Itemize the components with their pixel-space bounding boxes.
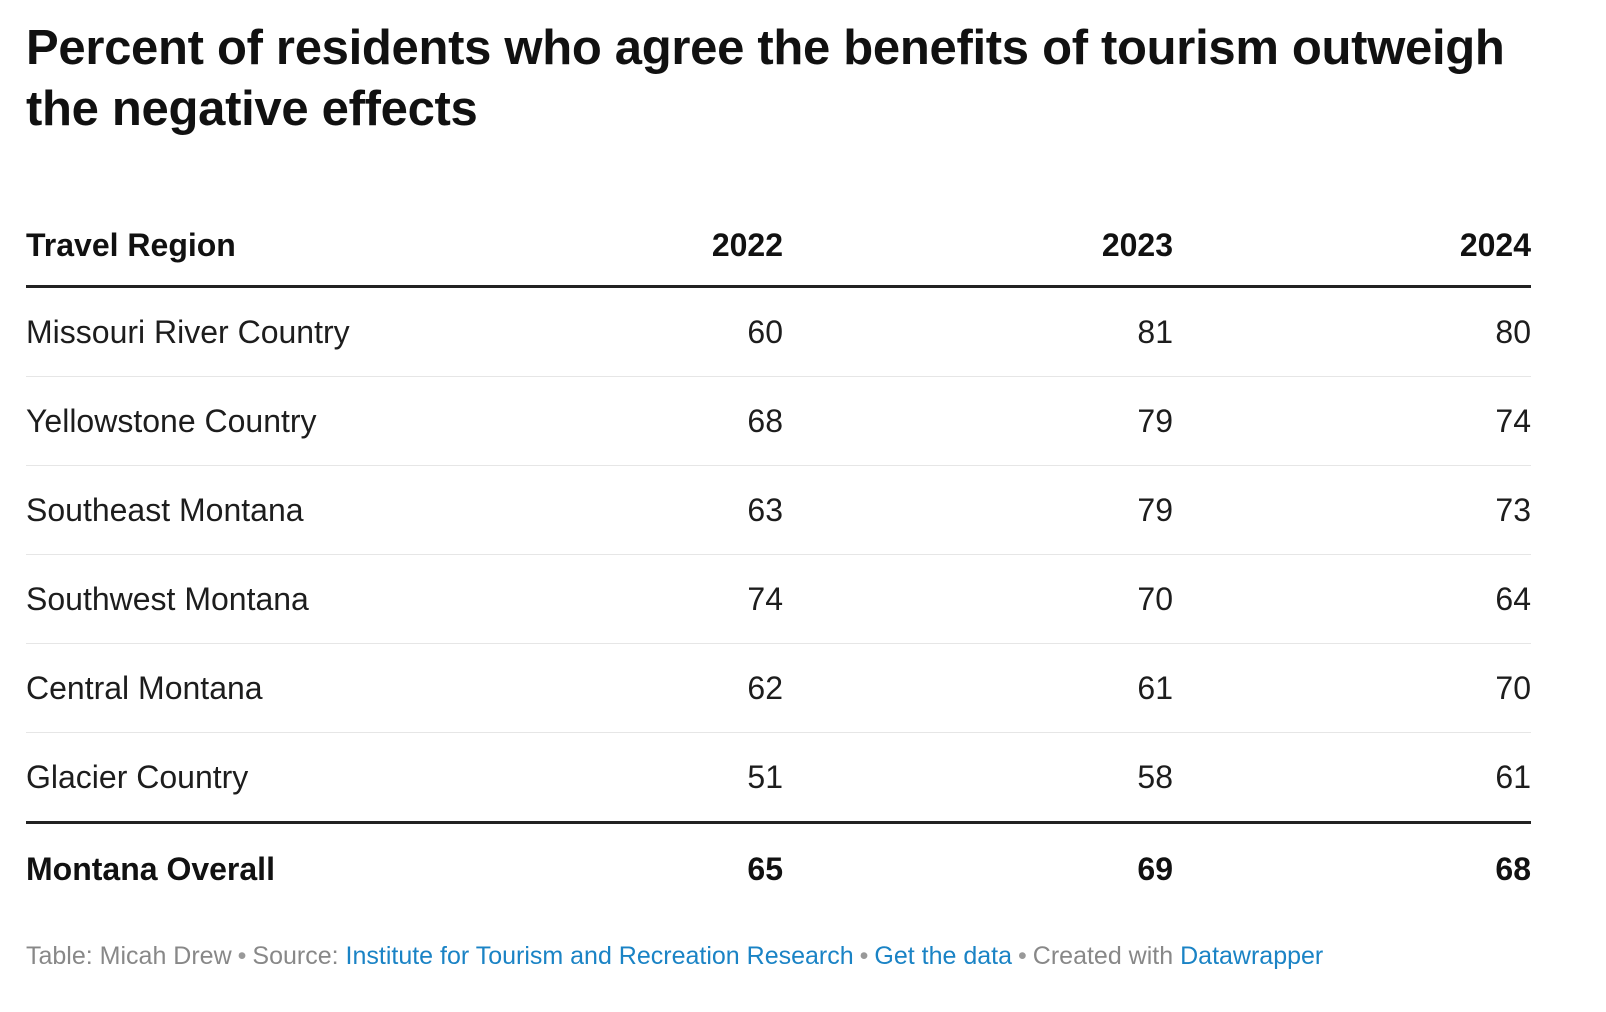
footer-byline: Table: Micah Drew xyxy=(26,942,232,970)
row-label: Southeast Montana xyxy=(26,465,366,555)
table-cell: 60 xyxy=(366,286,783,377)
table-row: Yellowstone Country 68 79 74 xyxy=(26,376,1531,466)
table-total-row: Montana Overall 65 69 68 xyxy=(26,823,1531,915)
table-cell: 70 xyxy=(783,554,1173,644)
row-label: Missouri River Country xyxy=(26,286,366,377)
total-row-label: Montana Overall xyxy=(26,851,275,887)
chart-container: Percent of residents who agree the benef… xyxy=(26,18,1531,887)
total-cell: 65 xyxy=(747,851,783,887)
table-row: Southeast Montana 63 79 73 xyxy=(26,465,1531,555)
table-cell: 63 xyxy=(366,465,783,555)
table-cell: 79 xyxy=(783,465,1173,555)
table-cell: 79 xyxy=(783,376,1173,466)
chart-footer: Table: Micah Drew • Source: Institute for … xyxy=(26,940,1323,972)
total-cell: 69 xyxy=(1137,851,1173,887)
footer-separator: • xyxy=(859,942,869,970)
row-label: Glacier Country xyxy=(26,732,366,824)
table-cell: 61 xyxy=(1173,732,1531,824)
table-cell: 70 xyxy=(1173,643,1531,733)
table-cell: 51 xyxy=(366,732,783,824)
table-cell: 80 xyxy=(1173,286,1531,377)
table-row: Central Montana 62 61 70 xyxy=(26,643,1531,733)
table-cell: 61 xyxy=(783,643,1173,733)
get-data-link[interactable]: Get the data xyxy=(874,942,1013,970)
table-row: Southwest Montana 74 70 64 xyxy=(26,554,1531,644)
source-link[interactable]: Institute for Tourism and Recreation Res… xyxy=(345,942,854,970)
column-header-2024[interactable]: 2024 xyxy=(1173,204,1531,288)
column-header-2023[interactable]: 2023 xyxy=(783,204,1173,288)
footer-source-label: Source: xyxy=(252,942,339,970)
table-header-row: Travel Region 2022 2023 2024 xyxy=(26,204,1531,288)
chart-title: Percent of residents who agree the benef… xyxy=(26,21,1505,136)
footer-separator: • xyxy=(1018,942,1027,970)
table-cell: 68 xyxy=(366,376,783,466)
column-header-region[interactable]: Travel Region xyxy=(26,204,366,288)
footer-created-label: Created with xyxy=(1032,942,1174,970)
table-cell: 64 xyxy=(1173,554,1531,644)
row-label: Southwest Montana xyxy=(26,554,366,644)
table-row: Missouri River Country 60 81 80 xyxy=(26,286,1531,377)
table-cell: 74 xyxy=(1173,376,1531,466)
row-label: Yellowstone Country xyxy=(26,376,366,466)
datawrapper-link[interactable]: Datawrapper xyxy=(1180,942,1324,970)
data-table: Travel Region 2022 2023 2024 Missouri Ri… xyxy=(26,204,1531,914)
table-row: Glacier Country 51 58 61 xyxy=(26,732,1531,824)
table-cell: 74 xyxy=(366,554,783,644)
table-cell: 58 xyxy=(783,732,1173,824)
column-header-2022[interactable]: 2022 xyxy=(366,204,783,288)
row-label: Central Montana xyxy=(26,643,366,733)
total-cell: 68 xyxy=(1495,851,1531,887)
table-cell: 62 xyxy=(366,643,783,733)
table-cell: 81 xyxy=(783,286,1173,377)
table-cell: 73 xyxy=(1173,465,1531,555)
footer-separator: • xyxy=(237,942,247,970)
